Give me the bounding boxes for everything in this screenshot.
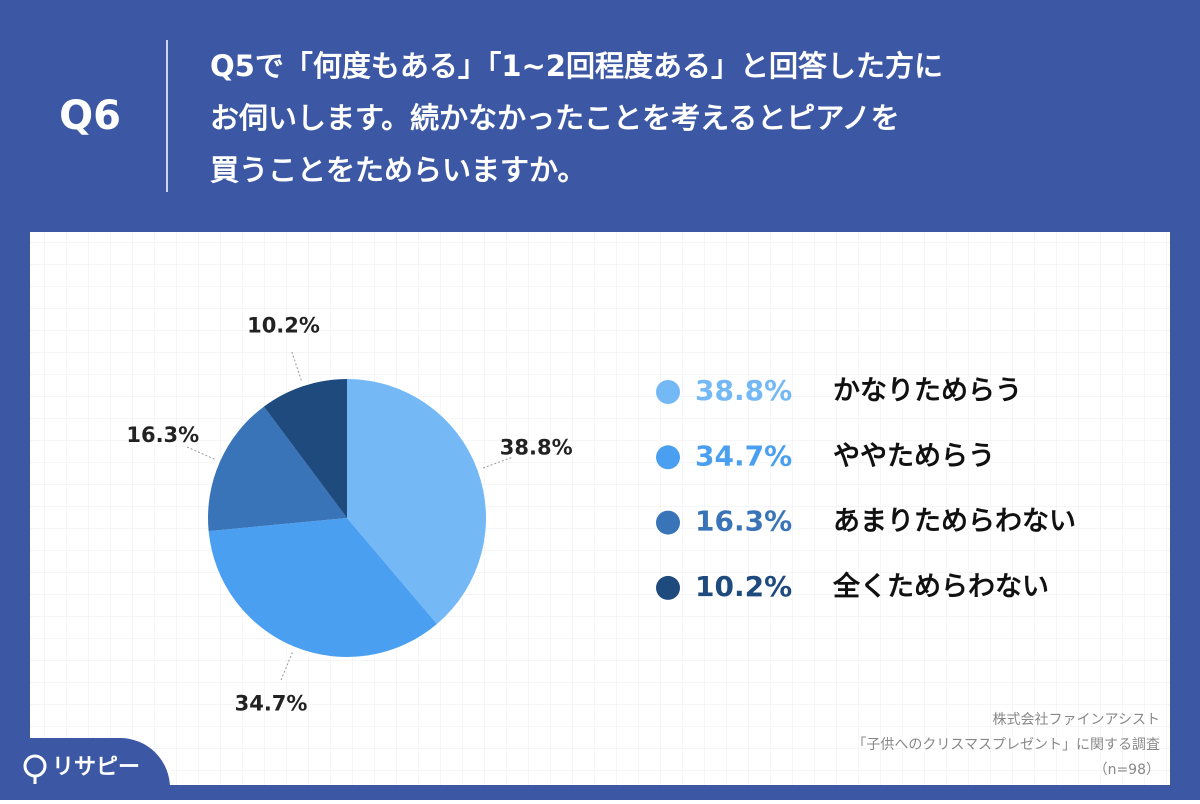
data-label: 38.8% bbox=[500, 436, 573, 460]
question-label: Q6 bbox=[59, 93, 121, 139]
pie-slice bbox=[208, 406, 347, 532]
logo-tab bbox=[0, 738, 170, 800]
legend-value: 34.7% bbox=[695, 439, 792, 472]
pie-slice bbox=[208, 518, 437, 657]
legend-value: 10.2% bbox=[695, 570, 792, 603]
legend-label: 全くためらわない bbox=[832, 570, 1049, 602]
source: 「子供へのクリスマスプレゼント」に関する調査 bbox=[852, 737, 1160, 753]
legend-swatch bbox=[656, 575, 680, 600]
data-label: 16.3% bbox=[126, 423, 199, 447]
legend-label: かなりためらう bbox=[833, 376, 1022, 407]
pie-chart: 38.8% 38.8% かなりためらう 34.7% 34.7% ややためらう 16.3% 16… bbox=[126, 314, 1076, 716]
legend-swatch bbox=[656, 510, 680, 535]
title-line: 買うことをためらいますか。 bbox=[210, 153, 586, 187]
legend-swatch bbox=[656, 380, 680, 404]
source: 株式会社ファインアシスト bbox=[993, 712, 1160, 728]
legend-value: 38.8% bbox=[695, 374, 792, 407]
legend-label: あまりためらわない bbox=[833, 506, 1076, 537]
title-line: Q5で「何度もある」「1~2回程度ある」と回答した方に bbox=[210, 49, 943, 83]
source: （n=98） bbox=[1094, 762, 1160, 778]
data-label: 34.7% bbox=[235, 692, 308, 716]
pie-slice bbox=[263, 379, 347, 518]
pie-slice bbox=[347, 379, 486, 624]
leader-line bbox=[279, 652, 293, 683]
title-line: お伺いします。続かなかったことを考えるとピアノを bbox=[210, 101, 900, 135]
data-label: 10.2% bbox=[247, 314, 320, 338]
leader-line bbox=[185, 445, 215, 460]
legend-swatch bbox=[656, 445, 680, 470]
leader-line bbox=[290, 349, 302, 381]
legend-value: 16.3% bbox=[695, 505, 792, 538]
legend-label: ややためらう bbox=[833, 441, 995, 472]
logo-text: リサピー bbox=[52, 755, 140, 780]
leader-line bbox=[482, 456, 514, 469]
